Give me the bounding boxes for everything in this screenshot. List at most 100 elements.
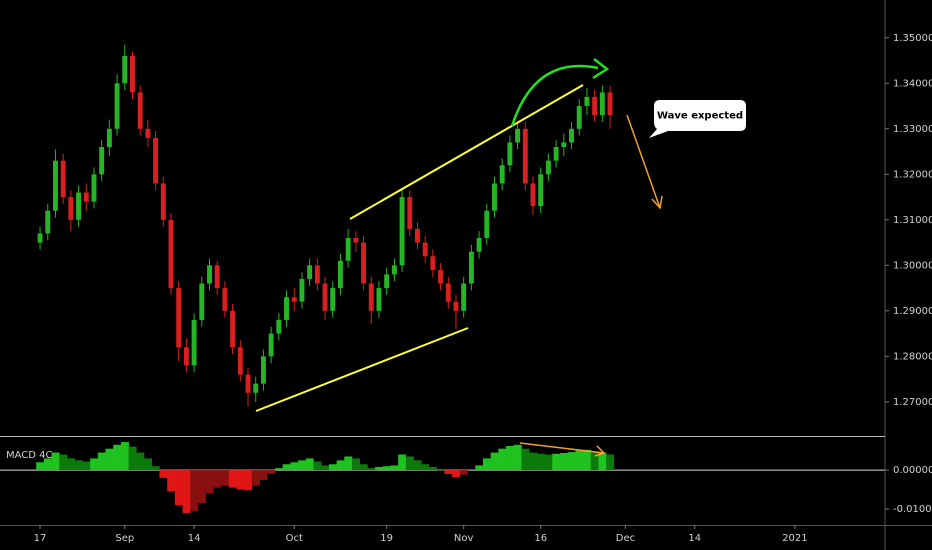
candle-body: [507, 142, 513, 166]
macd-bar: [51, 452, 60, 471]
candle-body: [145, 128, 151, 138]
macd-divergence-line: [519, 442, 605, 454]
macd-bar: [490, 452, 499, 471]
macd-bar: [36, 462, 45, 471]
candle-body: [522, 128, 528, 184]
candle-body: [484, 210, 490, 239]
macd-bar: [552, 453, 561, 471]
candle-body: [268, 333, 274, 357]
macd-bar: [305, 458, 314, 471]
macd-bar: [429, 466, 438, 471]
candle-body: [545, 160, 551, 175]
macd-bar: [144, 458, 153, 471]
macd-bar: [567, 452, 576, 471]
macd-bar: [529, 452, 538, 471]
candle-body: [538, 174, 544, 207]
candle-body: [299, 278, 305, 302]
macd-bar: [559, 452, 568, 471]
candle-body: [83, 192, 89, 202]
macd-bar: [59, 454, 68, 471]
candle-body: [530, 183, 536, 207]
macd-bar: [506, 445, 515, 471]
candle-body: [461, 283, 467, 311]
macd-bar: [136, 452, 145, 471]
candle-body: [60, 160, 66, 198]
macd-bar: [513, 444, 522, 471]
candle-body: [191, 319, 197, 366]
candle-body: [253, 383, 259, 393]
candle-body: [222, 288, 228, 311]
candle-body: [468, 251, 474, 284]
candle-body: [592, 96, 598, 116]
y-tick-label: 1.35000: [893, 33, 932, 44]
candle-body: [176, 288, 182, 348]
macd-bar: [282, 464, 291, 471]
candle-body: [384, 274, 390, 289]
candle-body: [584, 96, 590, 107]
y-tick-label: 1.29000: [893, 306, 932, 317]
x-tick-label: 2021: [782, 533, 807, 544]
candle-body: [553, 147, 559, 161]
x-tick-label: Sep: [115, 533, 134, 544]
x-tick-label: 19: [380, 533, 393, 544]
macd-bar: [436, 470, 445, 471]
macd-bar: [351, 458, 360, 471]
curved-arrow: [510, 64, 599, 127]
candle-body: [345, 238, 351, 261]
macd-bar: [421, 464, 430, 471]
x-tick-label: 14: [688, 533, 701, 544]
macd-bar: [90, 458, 99, 471]
macd-bar: [590, 452, 599, 471]
candle-body: [276, 319, 282, 334]
indicator-label: MACD 4C: [6, 450, 53, 461]
macd-bar: [97, 452, 106, 471]
candle-body: [422, 242, 428, 257]
macd-bar: [336, 460, 345, 471]
candle-body: [407, 197, 413, 229]
macd-divergence-head: [594, 445, 606, 457]
macd-bar: [575, 450, 584, 471]
candle-body: [168, 219, 174, 289]
macd-bar: [413, 460, 422, 471]
macd-y-tick-label: 0.00000: [893, 465, 932, 476]
macd-bar: [328, 464, 337, 471]
candle-body: [599, 92, 605, 116]
y-tick-label: 1.33000: [893, 124, 932, 135]
macd-y-tick-label: -0.01000: [893, 504, 932, 515]
down-arrow: [626, 114, 661, 209]
x-tick-label: 16: [534, 533, 547, 544]
candle-body: [515, 128, 521, 143]
y-tick-label: 1.28000: [893, 351, 932, 362]
macd-bar: [221, 470, 230, 486]
candle-body: [476, 238, 482, 252]
macd-bar: [290, 462, 299, 471]
y-tick-label: 1.31000: [893, 215, 932, 226]
macd-bar: [236, 470, 245, 490]
macd-bar: [151, 466, 160, 471]
macd-bar: [382, 466, 391, 471]
macd-bar: [205, 470, 214, 494]
candle-body: [52, 160, 58, 211]
candle-body: [492, 183, 497, 211]
candle-body: [376, 288, 382, 311]
candle-body: [415, 228, 420, 243]
x-tick-label: Dec: [616, 533, 635, 544]
marks: [0, 44, 885, 513]
macd-bar: [583, 449, 592, 471]
lower-trendline: [255, 327, 469, 412]
macd-bar: [544, 454, 553, 471]
candle-body: [307, 265, 313, 279]
candle-body: [230, 310, 236, 348]
y-tick-label: 1.34000: [893, 78, 932, 89]
macd-bar: [467, 469, 476, 471]
macd-bar: [228, 470, 237, 488]
candle-body: [76, 192, 82, 220]
x-tick-label: 14: [188, 533, 201, 544]
candle-body: [499, 165, 505, 184]
candle-body: [91, 174, 97, 202]
candle-body: [284, 297, 289, 320]
macd-bar: [475, 465, 484, 471]
macd-bar: [375, 466, 384, 471]
macd-bar: [313, 461, 322, 471]
macd-bar: [521, 448, 530, 471]
